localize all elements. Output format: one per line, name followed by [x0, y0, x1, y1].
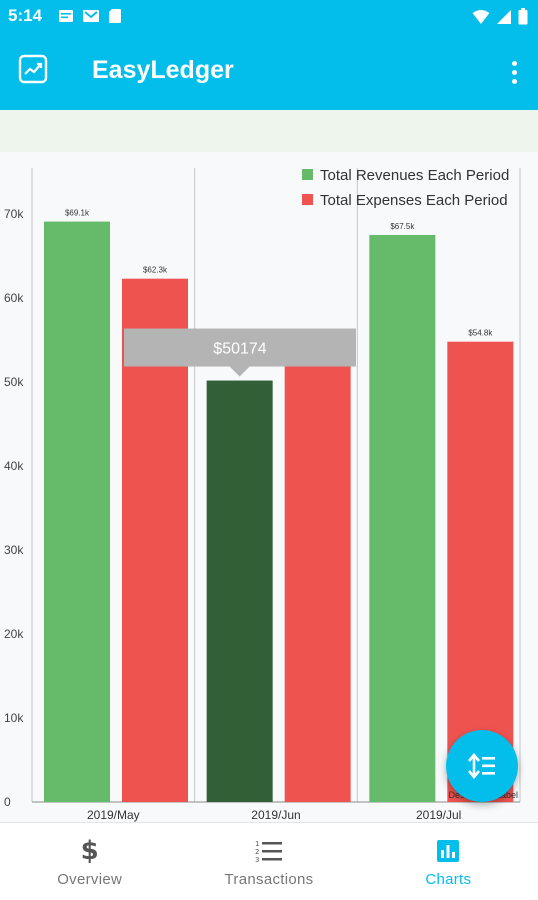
nav-item-transactions[interactable]: 1 2 3 Transactions	[179, 823, 358, 900]
numbered-list-icon: 1 2 3	[255, 840, 282, 863]
nav-label-transactions: Transactions	[224, 871, 314, 888]
legend-label: Total Expenses Each Period	[320, 192, 508, 209]
x-tick-label: 2019/May	[87, 808, 140, 822]
y-tick-label: 30k	[4, 543, 24, 557]
y-tick-label: 50k	[4, 375, 24, 389]
gmail-icon	[83, 10, 99, 22]
bar-chart[interactable]: 0 10k 20k 30k 40k 50k 60k 70k $69.1k $62.3k 2019/M…	[0, 152, 538, 822]
sort-fab-button[interactable]	[446, 730, 518, 802]
svg-text:2: 2	[255, 848, 259, 856]
notification-icons	[58, 8, 122, 24]
svg-text:1: 1	[255, 840, 259, 848]
status-bar: 5:14	[0, 0, 538, 34]
tooltip-pointer	[229, 366, 250, 377]
expense-bar[interactable]	[284, 365, 351, 802]
header-strip	[0, 110, 538, 152]
y-tick-label: 0	[4, 795, 11, 809]
tooltip-box	[124, 328, 356, 367]
expense-bar[interactable]	[447, 341, 514, 802]
x-tick-label: 2019/Jul	[416, 808, 461, 822]
app-title: EasyLedger	[92, 56, 234, 84]
bar-chart-icon	[437, 840, 460, 862]
y-tick-label: 10k	[4, 711, 24, 725]
svg-text:3: 3	[255, 856, 259, 863]
message-icon	[59, 10, 73, 22]
dollar-icon: $	[80, 836, 99, 866]
legend-swatch	[302, 169, 313, 180]
bar-value-label: $54.8k	[468, 329, 493, 338]
y-tick-label: 40k	[4, 459, 24, 473]
y-tick-label: 70k	[4, 207, 24, 221]
revenue-bar[interactable]	[369, 235, 436, 802]
system-icons	[472, 8, 528, 25]
more-vert-dot	[511, 78, 517, 84]
status-time: 5:14	[8, 6, 43, 25]
more-vert-dot	[511, 69, 517, 75]
app-bar: EasyLedger	[0, 34, 538, 110]
wifi-icon	[472, 9, 490, 24]
tooltip-text: $50174	[213, 341, 266, 358]
nav-item-overview[interactable]: $ Overview	[0, 823, 179, 900]
sd-card-icon	[109, 9, 121, 23]
y-tick-label: 20k	[4, 627, 24, 641]
revenue-bar[interactable]	[206, 380, 273, 802]
x-tick-label: 2019/Jun	[251, 808, 300, 822]
signal-icon	[497, 9, 511, 24]
nav-label-charts: Charts	[425, 871, 472, 888]
more-vert-icon	[511, 60, 517, 66]
bar-value-label: $69.1k	[65, 209, 90, 218]
legend-swatch	[302, 194, 313, 205]
nav-item-charts[interactable]: Charts	[359, 823, 538, 900]
y-tick-label: 60k	[4, 291, 24, 305]
battery-icon	[518, 8, 528, 25]
trend-chart-icon	[18, 54, 48, 84]
bar-value-label: $62.3k	[143, 266, 168, 275]
legend-label: Total Revenues Each Period	[320, 167, 509, 184]
sort-numbered-icon	[468, 753, 495, 779]
bottom-navigation: $ Overview 1 2 3 Transactions Charts	[0, 822, 538, 900]
bar-value-label: $67.5k	[390, 222, 415, 231]
revenue-bar[interactable]	[44, 221, 110, 802]
chart-canvas[interactable]: 0 10k 20k 30k 40k 50k 60k 70k $69.1k $62.3k 2019/M…	[0, 152, 538, 822]
overflow-menu-button[interactable]	[504, 54, 524, 90]
nav-label-overview: Overview	[57, 871, 123, 888]
